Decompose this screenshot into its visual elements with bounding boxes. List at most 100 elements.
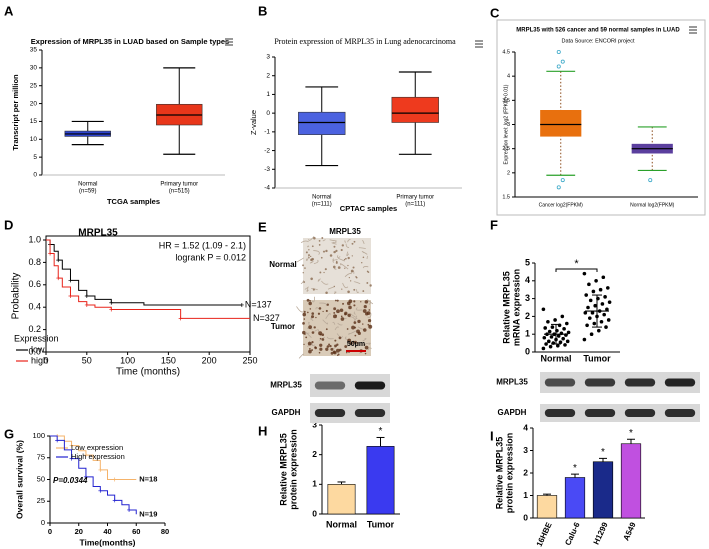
y-axis-label: Probability (11, 273, 22, 320)
chart-title: MRPL35 with 526 cancer and 59 normal sam… (516, 28, 680, 34)
data-point (563, 343, 567, 347)
stained-nucleus (344, 345, 348, 348)
stained-nucleus (350, 269, 354, 273)
data-point (562, 327, 566, 331)
data-point (606, 318, 611, 322)
stained-nucleus (336, 299, 339, 302)
blot-band (624, 409, 656, 417)
stained-nucleus (311, 245, 314, 248)
blot-label: GAPDH (272, 408, 301, 417)
y-tick-label: 0.2 (28, 324, 41, 334)
box (391, 96, 439, 123)
stained-nucleus (340, 315, 343, 318)
stained-nucleus (309, 308, 312, 310)
tissue-texture (348, 329, 358, 335)
censor-mark (127, 507, 132, 512)
significance: * (573, 463, 577, 474)
chart-title: MRPL35 (78, 228, 118, 239)
significance: * (574, 258, 579, 270)
data-point (587, 282, 591, 287)
stained-nucleus (365, 312, 369, 316)
tissue-texture (345, 243, 350, 248)
data-point (565, 321, 569, 326)
stained-nucleus (325, 309, 328, 313)
tissue-texture (310, 317, 313, 320)
y-tick-label: 2 (507, 170, 510, 176)
x-tick-label: 80 (161, 527, 169, 536)
stained-nucleus (330, 351, 334, 355)
stained-nucleus (309, 255, 312, 258)
blot-label: GAPDH (498, 408, 527, 417)
blot-band (354, 381, 386, 390)
stained-nucleus (333, 307, 337, 311)
stained-nucleus (323, 271, 325, 274)
legend-label: high (31, 355, 48, 365)
stained-nucleus (364, 352, 367, 355)
tissue-texture (306, 255, 310, 261)
tissue-texture (305, 331, 312, 338)
stained-nucleus (303, 281, 306, 283)
stained-nucleus (313, 326, 316, 329)
blot-background (540, 404, 700, 422)
x-tick-label: Primary tumor (160, 182, 198, 188)
stained-nucleus (302, 321, 305, 325)
data-point (566, 330, 571, 335)
stained-nucleus (368, 324, 373, 329)
y-tick-label: 4 (507, 74, 510, 80)
tissue-texture (362, 266, 369, 269)
plot-frame (45, 235, 251, 353)
tissue-texture (314, 329, 319, 332)
censor-mark (112, 498, 117, 503)
bar (592, 461, 614, 519)
tissue-texture (322, 239, 326, 242)
data-point (550, 325, 555, 329)
tissue-texture (344, 240, 346, 243)
tissue-texture (319, 302, 327, 307)
tissue-texture (337, 255, 341, 259)
blot-band (584, 378, 616, 387)
panel-letter: B (258, 3, 267, 18)
stained-nucleus (349, 341, 353, 345)
blot-band (314, 381, 346, 390)
stained-nucleus (326, 345, 330, 348)
outlier (556, 64, 561, 69)
y-axis-label: Relative MRPL35 (501, 271, 511, 344)
x-tick-count: (n=515) (169, 189, 190, 195)
y-tick-label: 50 (37, 474, 45, 483)
stained-nucleus (356, 342, 359, 344)
data-point (543, 326, 547, 330)
tissue-texture (306, 287, 309, 292)
legend-label: High expression (71, 452, 125, 461)
stained-nucleus (302, 312, 307, 317)
tissue-texture (329, 239, 337, 242)
stained-nucleus (302, 264, 304, 267)
stained-nucleus (353, 304, 356, 307)
stained-nucleus (308, 254, 310, 257)
y-tick-label: 25 (30, 82, 38, 89)
data-point (541, 346, 546, 351)
significance: * (601, 447, 605, 458)
x-tick-label: 50 (82, 355, 92, 365)
stained-nucleus (318, 307, 322, 310)
blot-background (540, 372, 700, 393)
data-point (546, 319, 550, 324)
y-tick-label: 35 (30, 47, 38, 54)
y-tick-label: 0.6 (28, 279, 41, 289)
data-point (592, 321, 597, 326)
y-tick-label: 2.5 (502, 146, 510, 152)
y-tick-label: 3 (312, 419, 317, 429)
y-tick-label: 0 (33, 172, 37, 179)
censor-mark (69, 443, 74, 448)
data-point (588, 298, 593, 303)
outlier (560, 59, 565, 64)
data-point (600, 302, 605, 306)
data-point (601, 275, 606, 280)
y-tick-label: 1 (523, 490, 528, 500)
stained-nucleus (339, 308, 344, 313)
stained-nucleus (351, 325, 356, 330)
tissue-texture (355, 307, 363, 311)
data-point (586, 305, 590, 310)
stained-nucleus (332, 350, 336, 354)
stained-nucleus (348, 299, 353, 304)
stained-nucleus (306, 298, 310, 302)
